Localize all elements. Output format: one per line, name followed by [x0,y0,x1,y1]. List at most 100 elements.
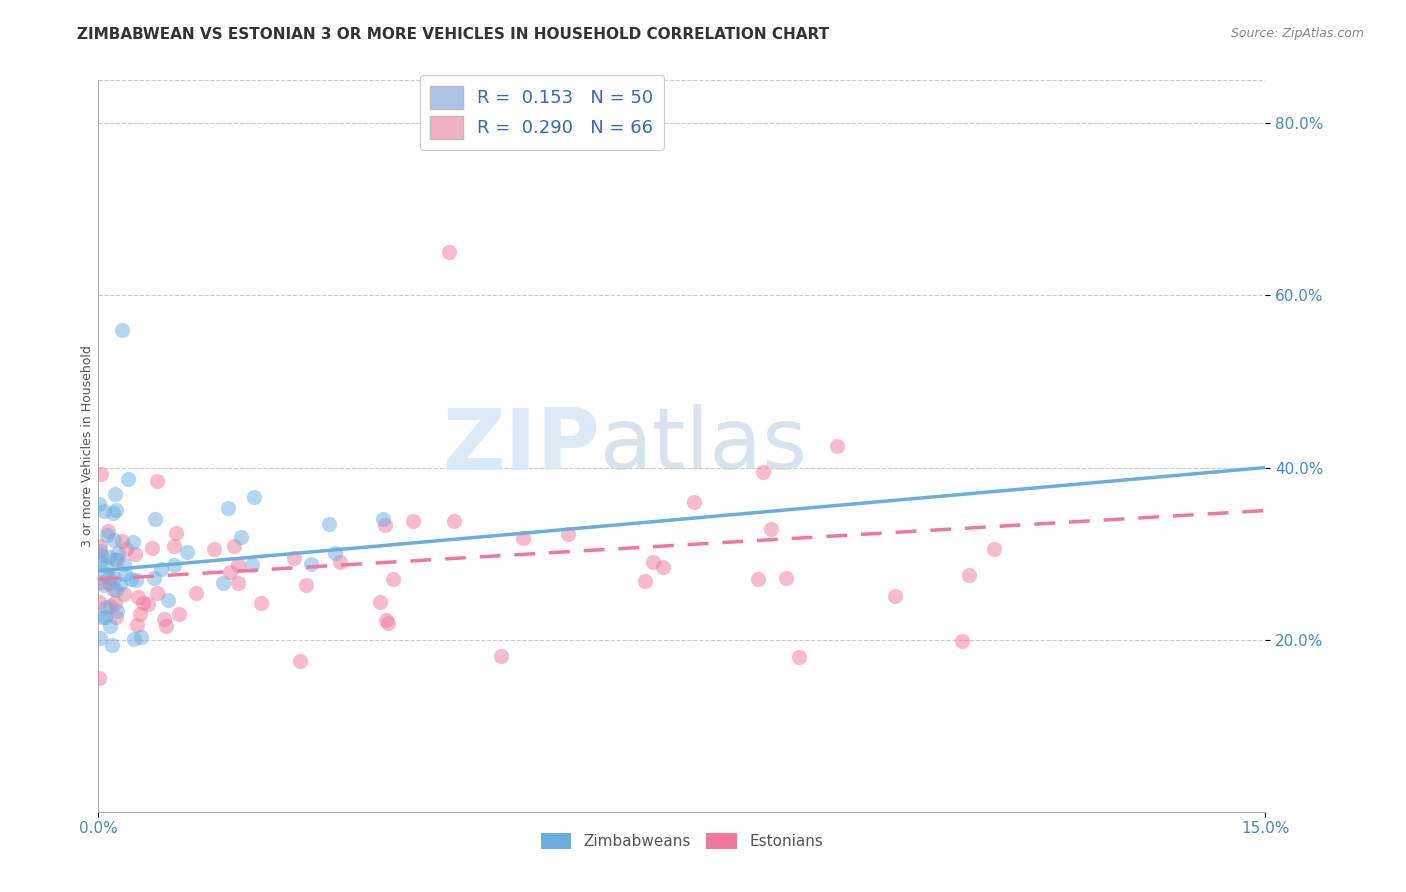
Zimbabweans [89,554,111,568]
Zimbabweans [163,558,186,572]
Zimbabweans [157,592,180,607]
Estonians [125,617,148,632]
Estonians [224,539,246,553]
Estonians [202,542,225,557]
Estonians [983,541,1005,556]
Estonians [228,558,250,572]
Estonians [375,613,398,627]
Zimbabweans [243,490,266,504]
Estonians [98,599,121,613]
Estonians [402,515,425,529]
Estonians [775,571,797,585]
Zimbabweans [105,582,128,597]
Zimbabweans [94,559,117,574]
Zimbabweans [240,558,263,572]
Estonians [557,526,579,541]
Zimbabweans [122,632,145,646]
Estonians [145,586,167,600]
Estonians [87,671,110,685]
Zimbabweans [108,577,131,591]
Estonians [377,616,399,631]
Zimbabweans [176,545,198,559]
Zimbabweans [104,487,127,501]
Estonians [155,618,177,632]
Estonians [652,560,675,574]
Zimbabweans [120,572,142,586]
Estonians [634,574,657,588]
Estonians [104,610,127,624]
Estonians [443,514,465,528]
Estonians [127,590,149,604]
Estonians [104,596,127,610]
Legend: Zimbabweans, Estonians: Zimbabweans, Estonians [534,827,830,855]
Estonians [90,575,112,590]
Text: ZIP: ZIP [443,404,600,488]
Estonians [228,576,250,591]
Estonians [761,522,783,536]
Estonians [141,541,163,555]
Estonians [89,540,111,554]
Estonians [152,612,174,626]
Estonians [682,494,704,508]
Text: atlas: atlas [600,404,808,488]
Zimbabweans [93,610,115,624]
Zimbabweans [371,512,394,526]
Estonians [374,518,396,533]
Estonians [163,539,186,553]
Estonians [437,245,460,260]
Estonians [111,534,134,549]
Estonians [90,549,112,563]
Estonians [295,578,318,592]
Text: Source: ZipAtlas.com: Source: ZipAtlas.com [1230,27,1364,40]
Estonians [165,525,187,540]
Zimbabweans [89,631,111,645]
Estonians [249,596,271,610]
Estonians [290,654,312,668]
Zimbabweans [299,557,322,571]
Estonians [883,590,905,604]
Zimbabweans [89,544,111,558]
Estonians [329,555,352,569]
Estonians [167,607,190,622]
Estonians [825,439,848,453]
Zimbabweans [149,562,172,576]
Zimbabweans [114,566,136,581]
Zimbabweans [93,504,115,518]
Estonians [132,596,155,610]
Zimbabweans [107,546,129,560]
Estonians [787,649,810,664]
Estonians [512,531,534,545]
Zimbabweans [121,535,143,549]
Zimbabweans [105,604,128,618]
Zimbabweans [143,512,166,526]
Zimbabweans [98,549,121,564]
Zimbabweans [125,573,148,587]
Estonians [184,586,207,600]
Zimbabweans [212,576,235,591]
Estonians [641,555,664,569]
Estonians [752,465,775,479]
Estonians [98,576,121,591]
Zimbabweans [112,558,135,572]
Zimbabweans [323,546,346,560]
Zimbabweans [103,533,125,548]
Estonians [283,551,305,566]
Zimbabweans [90,610,112,624]
Zimbabweans [87,497,110,511]
Estonians [115,541,138,556]
Estonians [381,573,404,587]
Zimbabweans [101,506,124,520]
Y-axis label: 3 or more Vehicles in Household: 3 or more Vehicles in Household [80,345,94,547]
Estonians [97,524,120,539]
Estonians [87,595,110,609]
Zimbabweans [217,501,239,516]
Zimbabweans [98,570,121,584]
Zimbabweans [103,571,125,585]
Text: ZIMBABWEAN VS ESTONIAN 3 OR MORE VEHICLES IN HOUSEHOLD CORRELATION CHART: ZIMBABWEAN VS ESTONIAN 3 OR MORE VEHICLE… [77,27,830,42]
Estonians [950,633,973,648]
Estonians [747,572,769,586]
Zimbabweans [111,323,134,337]
Zimbabweans [104,503,127,517]
Estonians [368,595,391,609]
Estonians [124,547,146,561]
